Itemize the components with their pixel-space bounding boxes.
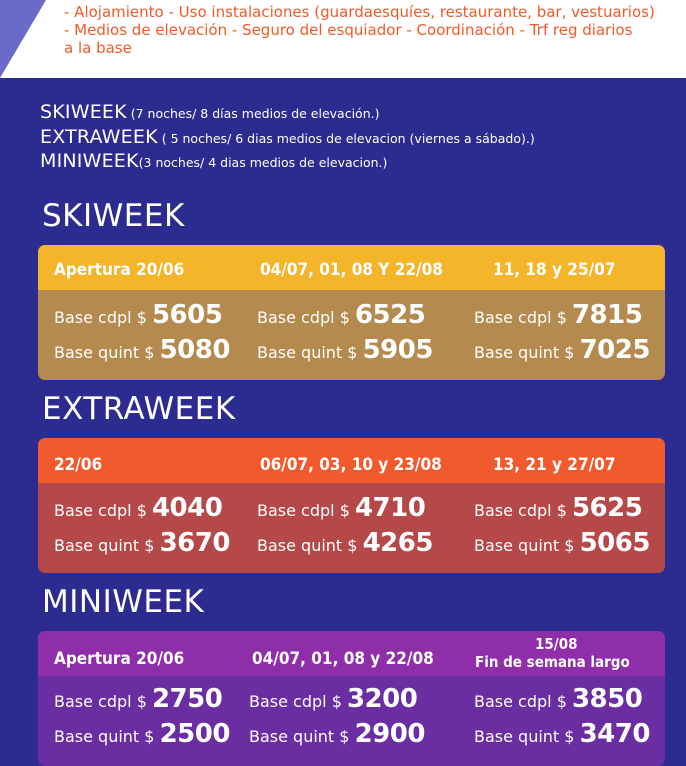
- package-skiweek: SKIWEEK (7 noches/ 8 días medios de elev…: [40, 101, 379, 123]
- price-value: 5905: [362, 335, 434, 365]
- package-extraweek: EXTRAWEEK ( 5 noches/ 6 dias medios de e…: [40, 126, 535, 148]
- price-value: 4265: [362, 528, 434, 558]
- price-cdpl: Base cdpl $ 7815: [474, 300, 643, 330]
- price-cdpl: Base cdpl $ 5625: [474, 493, 643, 523]
- price-value: 5065: [579, 528, 651, 558]
- price-label: Base cdpl $: [54, 692, 152, 711]
- package-desc: (7 noches/ 8 días medios de elevación.): [126, 106, 380, 121]
- price-cdpl: Base cdpl $ 3850: [474, 684, 643, 714]
- price-label: Base cdpl $: [54, 308, 152, 327]
- price-label: Base quint $: [257, 536, 363, 555]
- column-head: 11, 18 y 25/07: [493, 260, 616, 280]
- price-label: Base cdpl $: [474, 308, 572, 327]
- price-label: Base quint $: [257, 343, 363, 362]
- price-quint: Base quint $ 2900: [249, 719, 425, 749]
- price-label: Base quint $: [54, 536, 160, 555]
- price-label: Base cdpl $: [474, 501, 572, 520]
- column-head: 22/06: [54, 455, 103, 475]
- price-value: 6525: [354, 300, 426, 330]
- price-value: 7025: [579, 335, 651, 365]
- corner-decoration: [0, 0, 46, 78]
- package-name: SKIWEEK: [40, 101, 127, 123]
- price-value: 2750: [151, 684, 223, 714]
- price-value: 7815: [571, 300, 643, 330]
- card-body: Base cdpl $ 5605 Base quint $ 5080 Base …: [38, 290, 665, 380]
- section-title-extraweek: EXTRAWEEK: [42, 391, 236, 427]
- package-name: EXTRAWEEK: [40, 126, 158, 148]
- price-label: Base quint $: [474, 536, 580, 555]
- card-header: Apertura 20/06 04/07, 01, 08 Y 22/08 11,…: [38, 245, 665, 290]
- column-head: 13, 21 y 27/07: [493, 455, 616, 475]
- price-quint: Base quint $ 2500: [54, 719, 230, 749]
- package-name: MINIWEEK: [40, 150, 139, 172]
- price-label: Base quint $: [474, 727, 580, 746]
- price-label: Base quint $: [54, 343, 160, 362]
- price-label: Base quint $: [474, 343, 580, 362]
- price-label: Base quint $: [54, 727, 160, 746]
- price-card-skiweek: Apertura 20/06 04/07, 01, 08 Y 22/08 11,…: [38, 245, 665, 380]
- price-quint: Base quint $ 3670: [54, 528, 230, 558]
- price-value: 3850: [571, 684, 643, 714]
- card-header: 22/06 06/07, 03, 10 y 23/08 13, 21 y 27/…: [38, 438, 665, 483]
- price-cdpl: Base cdpl $ 3200: [249, 684, 418, 714]
- price-cdpl: Base cdpl $ 6525: [257, 300, 426, 330]
- section-title-miniweek: MINIWEEK: [42, 584, 205, 620]
- price-quint: Base quint $ 5905: [257, 335, 433, 365]
- section-title-skiweek: SKIWEEK: [42, 198, 185, 234]
- column-subhead: Fin de semana largo: [475, 653, 630, 671]
- price-cdpl: Base cdpl $ 4710: [257, 493, 426, 523]
- package-miniweek: MINIWEEK(3 noches/ 4 dias medios de elev…: [40, 150, 387, 172]
- includes-line-3: a la base: [64, 39, 132, 57]
- price-quint: Base quint $ 4265: [257, 528, 433, 558]
- column-head: 15/08: [535, 635, 578, 653]
- price-cdpl: Base cdpl $ 4040: [54, 493, 223, 523]
- column-head: 04/07, 01, 08 Y 22/08: [260, 260, 443, 280]
- price-value: 3200: [346, 684, 418, 714]
- price-value: 4040: [151, 493, 223, 523]
- price-label: Base cdpl $: [474, 692, 572, 711]
- includes-line-1: - Alojamiento - Uso instalaciones (guard…: [64, 3, 655, 21]
- price-quint: Base quint $ 5065: [474, 528, 650, 558]
- price-cdpl: Base cdpl $ 5605: [54, 300, 223, 330]
- price-label: Base cdpl $: [257, 501, 355, 520]
- price-label: Base quint $: [249, 727, 355, 746]
- package-desc: (3 noches/ 4 dias medios de elevacion.): [138, 155, 388, 170]
- card-header: Apertura 20/06 04/07, 01, 08 y 22/08 15/…: [38, 631, 665, 676]
- card-body: Base cdpl $ 2750 Base quint $ 2500 Base …: [38, 676, 665, 766]
- price-value: 5080: [159, 335, 231, 365]
- column-head: 04/07, 01, 08 y 22/08: [252, 649, 434, 669]
- price-quint: Base quint $ 7025: [474, 335, 650, 365]
- price-card-miniweek: Apertura 20/06 04/07, 01, 08 y 22/08 15/…: [38, 631, 665, 766]
- price-value: 3670: [159, 528, 231, 558]
- price-label: Base cdpl $: [54, 501, 152, 520]
- price-value: 4710: [354, 493, 426, 523]
- includes-banner: [0, 0, 686, 78]
- price-value: 5605: [151, 300, 223, 330]
- price-value: 3470: [579, 719, 651, 749]
- price-value: 2500: [159, 719, 231, 749]
- price-quint: Base quint $ 5080: [54, 335, 230, 365]
- column-head: Apertura 20/06: [54, 649, 185, 669]
- includes-line-2: - Medios de elevación - Seguro del esqui…: [64, 21, 633, 39]
- price-value: 5625: [571, 493, 643, 523]
- price-card-extraweek: 22/06 06/07, 03, 10 y 23/08 13, 21 y 27/…: [38, 438, 665, 573]
- price-value: 2900: [354, 719, 426, 749]
- card-body: Base cdpl $ 4040 Base quint $ 3670 Base …: [38, 483, 665, 573]
- column-head: Apertura 20/06: [54, 260, 185, 280]
- price-label: Base cdpl $: [249, 692, 347, 711]
- price-cdpl: Base cdpl $ 2750: [54, 684, 223, 714]
- column-head: 06/07, 03, 10 y 23/08: [260, 455, 442, 475]
- price-label: Base cdpl $: [257, 308, 355, 327]
- price-quint: Base quint $ 3470: [474, 719, 650, 749]
- package-desc: ( 5 noches/ 6 dias medios de elevacion (…: [157, 131, 535, 146]
